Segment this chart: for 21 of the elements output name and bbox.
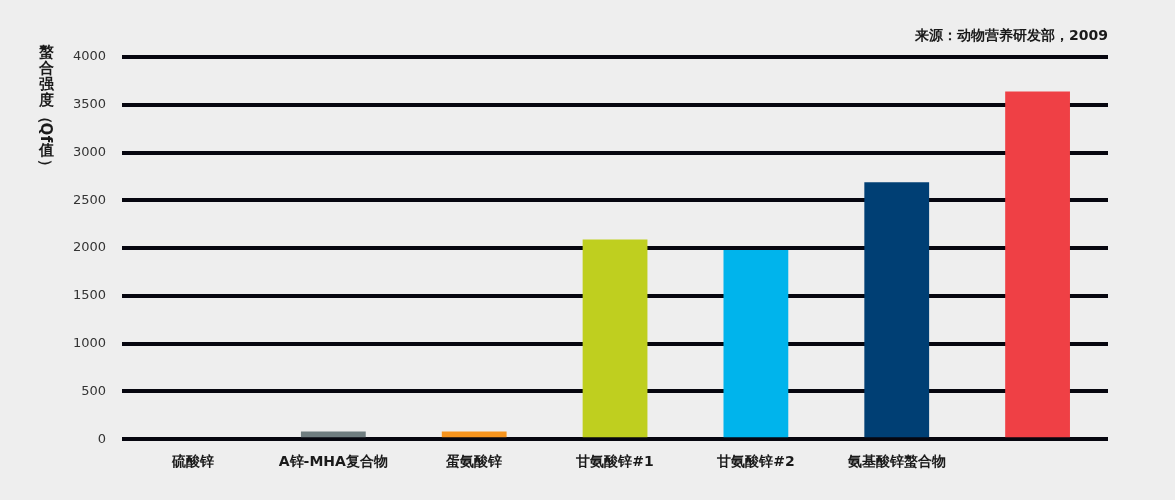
y-tick-label: 500: [81, 382, 107, 398]
y-tick-label: 2000: [72, 239, 107, 255]
bar: [864, 182, 930, 438]
y-tick-label: 3000: [72, 143, 107, 159]
x-tick-label: 氨基酸锌螯合物: [846, 453, 946, 470]
x-tick-label: 蛋氨酸锌: [445, 453, 503, 470]
x-tick-label: A锌-MHA复合物: [278, 453, 388, 470]
x-tick-label: 甘氨酸锌#2: [716, 453, 795, 470]
source-note: 来源：动物营养研发部，2009: [915, 27, 1108, 45]
bar: [723, 250, 789, 438]
bar: [582, 239, 648, 438]
x-tick-label: 甘氨酸锌#1: [575, 453, 654, 470]
bar: [1005, 91, 1070, 438]
y-tick-label: 3500: [72, 96, 107, 112]
y-tick-label: 1500: [72, 287, 107, 303]
y-tick-label: 2500: [72, 191, 107, 207]
y-tick-label: 1000: [72, 335, 107, 351]
x-tick-label: 硫酸锌: [170, 453, 214, 470]
y-tick-label: 0: [97, 430, 107, 446]
text: 螯合强度（Qf值）: [37, 43, 55, 174]
y-tick-label: 4000: [72, 48, 107, 64]
